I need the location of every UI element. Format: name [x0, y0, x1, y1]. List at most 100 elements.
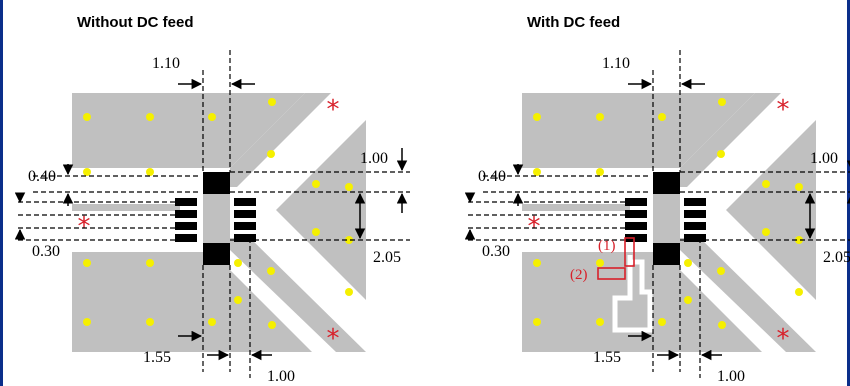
port-marker-asterisk: * — [777, 95, 790, 125]
via-hole — [795, 183, 803, 191]
left-frame-border — [0, 0, 3, 386]
lower-diagonal-strip — [230, 238, 366, 352]
dc-feed-trace — [612, 255, 653, 333]
via-hole — [146, 113, 154, 121]
via-hole — [533, 259, 541, 267]
lower-left-ground-pad — [522, 252, 762, 352]
upper-component-pad — [203, 172, 230, 194]
dc-feed-label-1: (1) — [598, 238, 616, 254]
dimension-label-bottom-left: 1.55 — [143, 349, 171, 366]
left-pin-pad — [175, 198, 197, 206]
via-hole — [345, 236, 353, 244]
via-hole — [684, 296, 692, 304]
upper-left-ground-pad — [522, 93, 755, 168]
left-pin-pad — [175, 222, 197, 230]
dimension-label-left-lower: 0.30 — [482, 243, 510, 260]
lower-left-ground-pad — [72, 252, 312, 352]
via-hole — [345, 288, 353, 296]
dimension-label-left-lower: 0.30 — [32, 243, 60, 260]
via-hole — [83, 318, 91, 326]
via-hole — [762, 180, 770, 188]
right-pin-pad — [684, 222, 706, 230]
left-pin-pad — [625, 234, 647, 242]
via-hole — [596, 113, 604, 121]
via-hole — [268, 98, 276, 106]
upper-left-ground-pad — [72, 93, 305, 168]
via-hole — [83, 168, 91, 176]
right-pin-pad — [234, 222, 256, 230]
via-hole — [795, 288, 803, 296]
left-pin-pad — [625, 198, 647, 206]
left-pin-pad — [175, 210, 197, 218]
via-hole — [762, 228, 770, 236]
port-marker-asterisk: * — [528, 212, 541, 242]
dimension-label-right-upper: 1.00 — [810, 150, 838, 167]
via-hole — [596, 168, 604, 176]
dc-feed-inductor-box — [624, 237, 635, 267]
via-hole — [267, 267, 275, 275]
center-signal-trace — [203, 193, 230, 243]
lower-component-pad — [653, 243, 680, 265]
via-hole — [596, 259, 604, 267]
upper-diagonal-strip — [230, 93, 331, 187]
via-hole — [312, 180, 320, 188]
dimension-label-left-upper: 0.40 — [28, 168, 56, 185]
right-pin-pad — [684, 234, 706, 242]
via-hole — [795, 236, 803, 244]
upper-diagonal-strip — [680, 93, 781, 187]
via-hole — [345, 183, 353, 191]
via-hole — [658, 113, 666, 121]
via-hole — [146, 259, 154, 267]
dimension-label-bottom-right: 1.00 — [717, 368, 745, 385]
via-hole — [596, 318, 604, 326]
center-signal-trace — [653, 193, 680, 243]
via-hole — [718, 98, 726, 106]
right-ground-pad — [276, 120, 366, 300]
right-pin-pad — [234, 234, 256, 242]
via-hole — [718, 321, 726, 329]
via-hole — [234, 259, 242, 267]
via-hole — [312, 228, 320, 236]
dimension-label-top: 1.10 — [602, 55, 630, 72]
right-pin-pad — [234, 210, 256, 218]
via-hole — [83, 259, 91, 267]
input-signal-line — [522, 204, 630, 211]
via-hole — [717, 150, 725, 158]
via-hole — [684, 259, 692, 267]
lower-component-pad — [203, 243, 230, 265]
left-pin-pad — [625, 210, 647, 218]
dimension-label-top: 1.10 — [152, 55, 180, 72]
via-hole — [234, 296, 242, 304]
left-pin-pad — [175, 234, 197, 242]
panel-title: Without DC feed — [77, 14, 194, 31]
panel-without-dc-feed: Without DC feed * * * 1.10 0.40 0.30 1.00 2.05 1.… — [14, 14, 410, 385]
via-hole — [208, 113, 216, 121]
dimension-label-bottom-left: 1.55 — [593, 349, 621, 366]
port-marker-asterisk: * — [777, 324, 790, 354]
dimension-label-right-lower: 2.05 — [823, 249, 850, 266]
panel-title: With DC feed — [527, 14, 620, 31]
dimension-label-right-lower: 2.05 — [373, 249, 401, 266]
right-ground-pad — [726, 120, 816, 300]
dimension-label-left-upper: 0.40 — [478, 168, 506, 185]
via-hole — [83, 113, 91, 121]
via-hole — [533, 318, 541, 326]
dimension-label-right-upper: 1.00 — [360, 150, 388, 167]
right-pin-pad — [684, 210, 706, 218]
via-hole — [533, 168, 541, 176]
via-hole — [717, 267, 725, 275]
port-marker-asterisk: * — [78, 212, 91, 242]
lower-diagonal-strip — [680, 238, 816, 352]
right-pin-pad — [234, 198, 256, 206]
dimension-label-bottom-right: 1.00 — [267, 368, 295, 385]
port-marker-asterisk: * — [327, 324, 340, 354]
right-pin-pad — [684, 198, 706, 206]
input-signal-line — [72, 204, 180, 211]
upper-component-pad — [653, 172, 680, 194]
via-hole — [146, 168, 154, 176]
dc-feed-capacitor-box — [597, 267, 626, 280]
via-hole — [146, 318, 154, 326]
via-hole — [267, 150, 275, 158]
via-hole — [658, 318, 666, 326]
